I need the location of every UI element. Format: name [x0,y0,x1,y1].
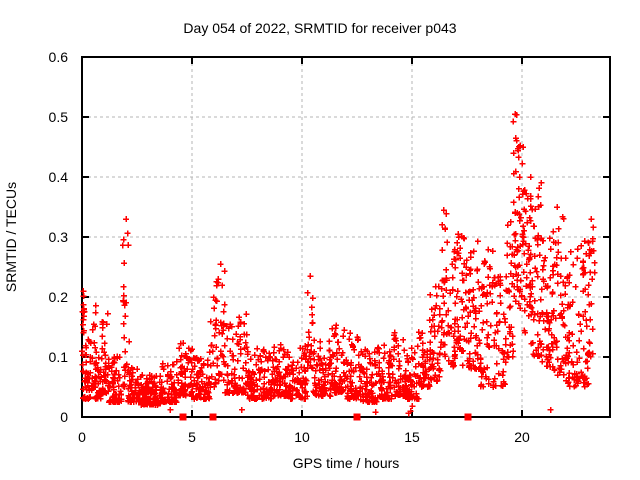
y-tick-label: 0.3 [49,229,69,245]
y-tick-label: 0.1 [49,349,69,365]
y-tick-label: 0.2 [49,289,69,305]
zero-line-square-marker [464,413,472,421]
x-tick-label: 15 [404,429,420,445]
y-tick-label: 0.6 [49,49,69,65]
x-tick-label: 5 [188,429,196,445]
x-tick-label: 10 [294,429,310,445]
zero-line-square-marker [209,413,217,421]
y-axis-label: SRMTID / TECUs [3,182,19,292]
y-tick-label: 0.5 [49,109,69,125]
chart-title: Day 054 of 2022, SRMTID for receiver p04… [183,20,456,36]
zero-line-square-marker [179,413,187,421]
tick-labels: 0 5 10 15 20 0 0.1 0.2 0.3 0.4 0.5 0.6 [49,49,530,445]
y-tick-label: 0 [60,409,68,425]
x-tick-label: 0 [78,429,86,445]
x-axis-label: GPS time / hours [293,455,400,471]
zero-line-square-marker [353,413,361,421]
scatter-points [79,111,598,421]
srmtid-plus-markers [79,111,598,417]
y-tick-label: 0.4 [49,169,69,185]
x-tick-label: 20 [514,429,530,445]
